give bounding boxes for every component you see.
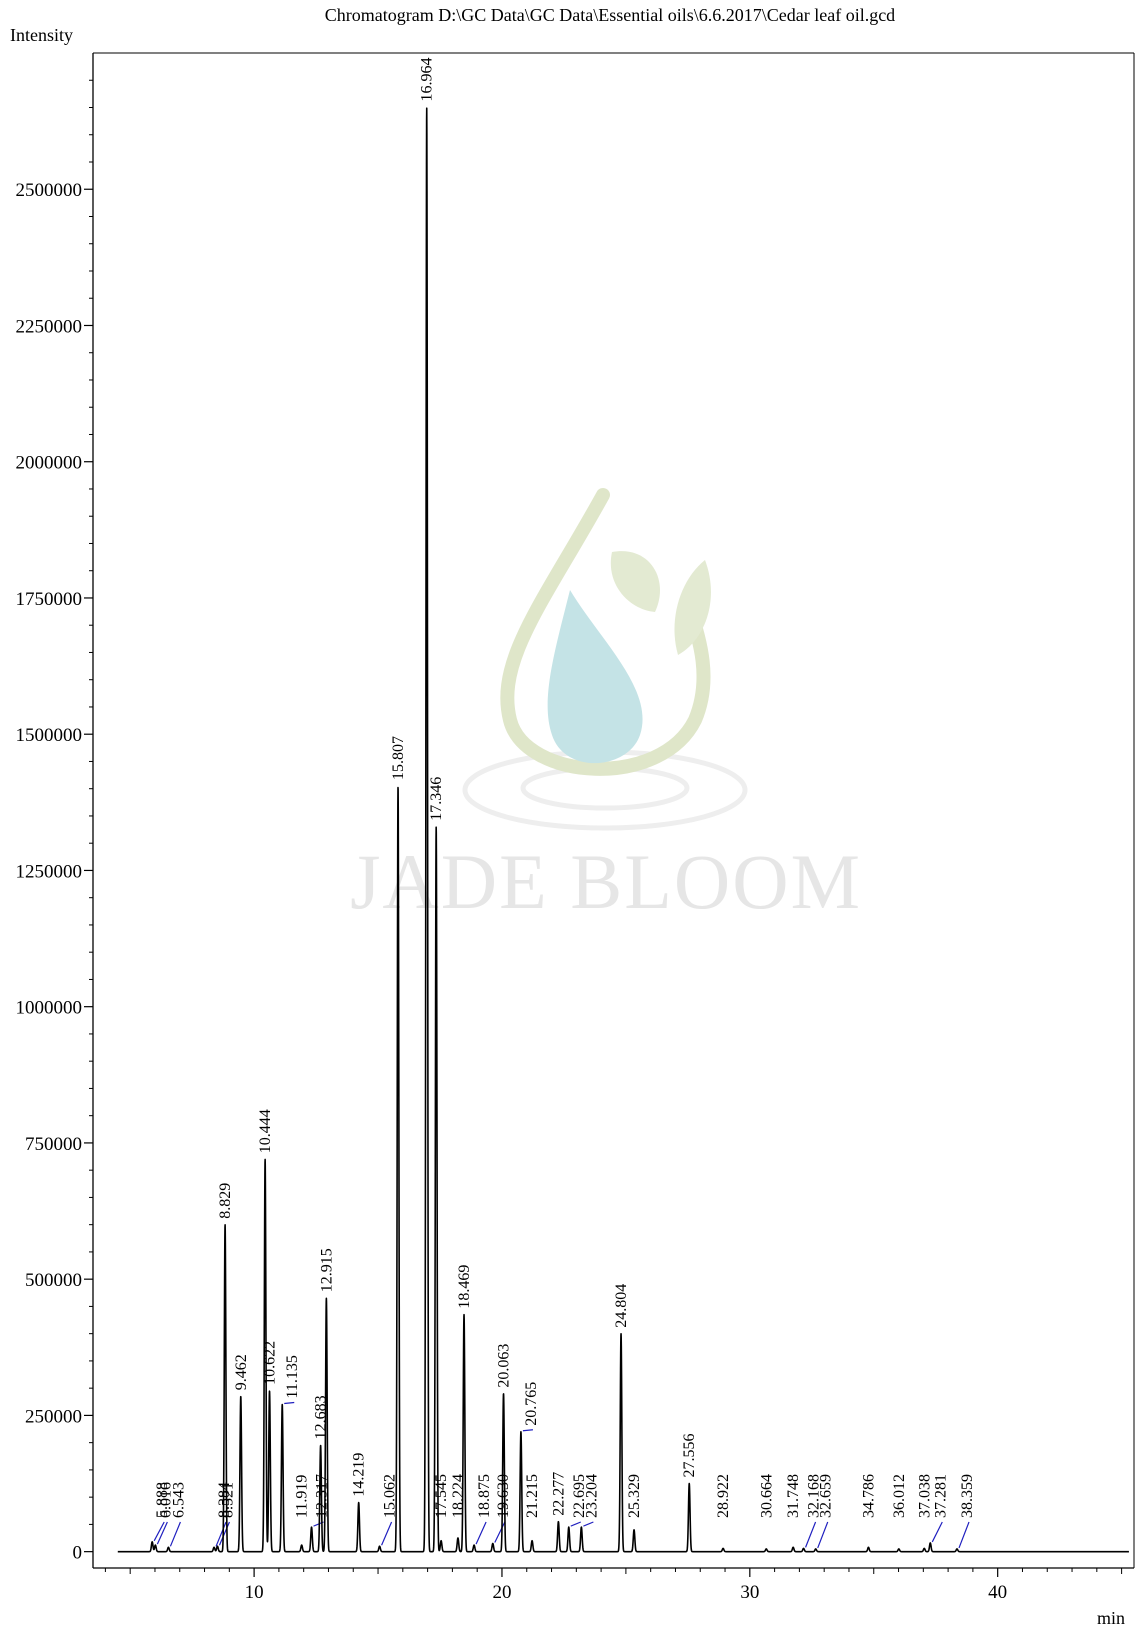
peak-label: 14.219: [351, 1453, 368, 1497]
peak-label: 17.346: [428, 777, 445, 821]
peak-label: 15.062: [382, 1474, 399, 1518]
y-tick-label: 2500000: [16, 180, 83, 201]
chart-title: Chromatogram D:\GC Data\GC Data\Essentia…: [325, 5, 895, 25]
peak-label: 8.521: [219, 1482, 236, 1518]
peak-label: 20.765: [523, 1382, 540, 1426]
y-tick-label: 2000000: [16, 453, 83, 474]
y-tick-label: 1000000: [16, 998, 83, 1019]
peak-label: 31.748: [785, 1474, 802, 1518]
peak-label: 18.875: [476, 1474, 493, 1518]
peak-label: 32.168: [806, 1474, 823, 1518]
peak-label: 19.630: [495, 1474, 512, 1518]
peak-label: 8.829: [217, 1183, 234, 1219]
peak-label: 10.622: [262, 1341, 279, 1385]
peak-leader-line: [804, 1521, 817, 1548]
peak-label: 11.919: [294, 1475, 311, 1518]
y-tick-label: 1750000: [16, 589, 83, 610]
peak-label: 30.664: [758, 1474, 775, 1518]
peak-leader-line: [156, 1521, 168, 1545]
y-tick-label: 1250000: [16, 861, 83, 882]
x-axis-title: min: [1097, 1608, 1125, 1627]
y-tick-label: 250000: [25, 1406, 82, 1427]
peak-label: 37.281: [932, 1474, 949, 1518]
peak-leader-line: [475, 1521, 487, 1545]
peak-leader-line: [570, 1521, 581, 1527]
peak-leader-line: [931, 1521, 943, 1543]
peak-leader-line: [169, 1521, 181, 1547]
y-tick-label: 2250000: [16, 316, 83, 337]
peak-leader-lines: [153, 1401, 970, 1549]
peak-label: 20.063: [496, 1344, 513, 1388]
peak-label: 11.135: [284, 1355, 301, 1398]
watermark-leaf-icon: [674, 560, 711, 655]
peak-label: 9.462: [233, 1354, 250, 1390]
peak-label: 8.384: [216, 1482, 233, 1518]
peak-label: 34.786: [860, 1474, 877, 1518]
y-tick-label: 1500000: [16, 725, 83, 746]
peak-label: 5.888: [154, 1482, 171, 1518]
peak-label: 15.807: [390, 736, 407, 780]
peak-label: 12.317: [314, 1474, 331, 1518]
watermark-text: JADE BLOOM: [350, 838, 862, 925]
peak-label: 18.224: [450, 1474, 467, 1518]
peak-label: 17.545: [433, 1474, 450, 1518]
peak-label: 32.659: [818, 1474, 835, 1518]
peak-label: 24.804: [613, 1284, 630, 1328]
peak-label: 6.543: [170, 1482, 187, 1518]
peak-leader-line: [958, 1521, 970, 1549]
watermark-drop-icon: [547, 590, 643, 764]
y-tick-label: 750000: [25, 1134, 82, 1155]
y-tick-label: 500000: [25, 1270, 82, 1291]
peak-label: 38.359: [959, 1474, 976, 1518]
peak-label: 37.038: [916, 1474, 933, 1518]
peak-label: 16.964: [419, 58, 436, 102]
x-tick-label: 20: [492, 1582, 511, 1603]
peak-label: 28.922: [715, 1474, 732, 1518]
watermark-leaf-icon: [610, 551, 661, 612]
peak-label: 36.012: [891, 1474, 908, 1518]
peak-leader-line: [153, 1521, 165, 1542]
peak-label: 22.695: [571, 1474, 588, 1518]
peak-label: 27.556: [681, 1434, 698, 1478]
peak-leader-line: [583, 1521, 594, 1527]
x-tick-label: 30: [740, 1582, 759, 1603]
chromatogram-trace: [117, 107, 1130, 1553]
peak-label: 18.469: [456, 1265, 473, 1309]
peak-leader-line: [218, 1521, 231, 1546]
peak-label: 12.683: [313, 1395, 330, 1439]
peak-label: 23.204: [583, 1474, 600, 1518]
peak-leader-line: [284, 1401, 295, 1405]
peak-label: 22.277: [550, 1472, 567, 1516]
x-tick-label: 40: [988, 1582, 1007, 1603]
peak-label: 25.329: [626, 1474, 643, 1518]
peak-leader-line: [817, 1521, 829, 1549]
peak-label: 12.915: [318, 1248, 335, 1292]
y-axis-title: Intensity: [10, 25, 73, 45]
watermark-logo: JADE BLOOM: [350, 488, 862, 925]
x-tick-label: 10: [245, 1582, 264, 1603]
peak-leader-line: [522, 1429, 533, 1432]
peak-label: 6.016: [157, 1482, 174, 1518]
axis-ticks: 0 250000 500000 750000 1000000 1250000 1500000…: [16, 79, 1123, 1603]
peak-label: 10.444: [257, 1109, 274, 1153]
peak-leader-line: [381, 1521, 393, 1546]
y-tick-label: 0: [73, 1543, 83, 1564]
watermark-leaf-ring: [500, 488, 711, 776]
peak-leader-line: [494, 1521, 506, 1543]
peak-label: 21.215: [524, 1474, 541, 1518]
peak-leader-line: [215, 1521, 227, 1547]
